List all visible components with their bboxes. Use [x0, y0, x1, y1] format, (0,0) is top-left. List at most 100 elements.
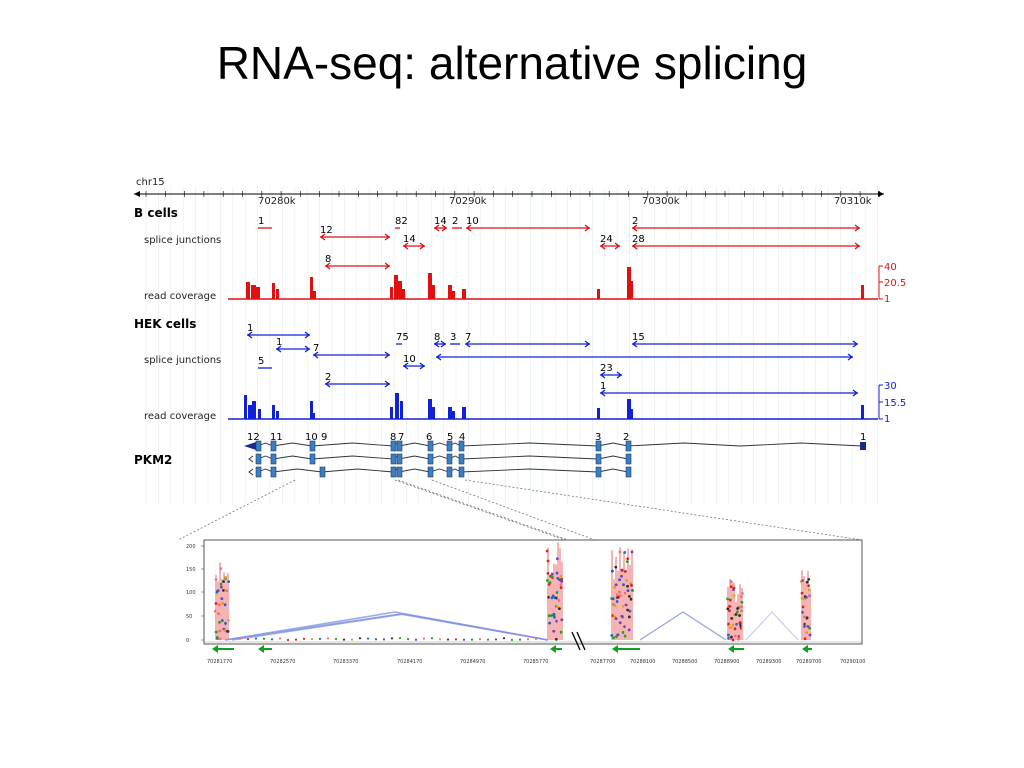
coverage-dot: [623, 625, 626, 629]
arrow-left-icon: [275, 345, 282, 353]
coverage-dot: [406, 638, 410, 641]
hek-cells-junction-count: 7: [313, 343, 319, 354]
coverage-dot: [801, 610, 805, 614]
b-cells-coverage-peak: [390, 287, 393, 299]
hek-cells-junction: 7: [464, 332, 591, 348]
coverage-dot: [734, 613, 738, 616]
coverage-dot: [727, 622, 730, 626]
coverage-dot: [621, 604, 625, 608]
coverage-dot: [220, 585, 223, 589]
hek-cells-junction: 8: [433, 332, 447, 348]
coverage-dot: [556, 557, 559, 561]
exon-block: [427, 440, 434, 452]
background-grid: [145, 186, 878, 505]
coverage-dot: [414, 638, 418, 641]
position-label-3: 70300k: [642, 196, 680, 207]
coverage-dot: [548, 621, 552, 625]
coverage-dot: [736, 607, 740, 610]
arrow-left-icon: [599, 371, 606, 379]
b-cells-junction: 2: [631, 216, 861, 232]
b-cells-coverage-peak: [428, 273, 432, 299]
zoom-y-tick-label: 200: [186, 544, 196, 550]
coverage-dot: [612, 636, 615, 640]
b-cells-coverage-peak: [462, 289, 466, 299]
hek-cells-junctions-label: splice junctions: [144, 355, 221, 366]
hek-cells-junction-count: 1: [276, 337, 282, 348]
hek-cells-coverage-peak: [400, 401, 403, 419]
b-scale-mid: 20.5: [884, 278, 906, 289]
b-cells-coverage-peak: [630, 281, 633, 299]
hek-cells-coverage-peak: [462, 407, 466, 419]
coverage-dot: [518, 638, 522, 641]
coverage-dot: [554, 637, 558, 641]
coverage-dot: [358, 637, 362, 640]
coverage-dot: [616, 633, 620, 637]
b-cells-coverage-peak: [313, 291, 316, 299]
b-cells-scale: 40 20.5 1: [878, 262, 906, 305]
coverage-dot: [807, 594, 811, 598]
coverage-dot: [215, 636, 219, 639]
coverage-dot: [226, 629, 229, 633]
arrow-left-icon: [599, 389, 606, 397]
exon-block: [309, 440, 316, 452]
b-cells-coverage-peak: [310, 277, 313, 299]
b-scale-max: 40: [884, 262, 897, 273]
b-cells-junction: 8: [324, 254, 391, 270]
coverage-dot: [226, 619, 230, 622]
zoom-strand-arrows: [212, 645, 812, 653]
transcript-intron: [257, 442, 863, 447]
arrow-right-icon: [304, 331, 311, 339]
coverage-dot: [546, 559, 550, 563]
coverage-dot: [620, 574, 624, 578]
coverage-dot: [613, 586, 616, 589]
b-cells-junction-count: 14: [434, 216, 447, 227]
coverage-dot: [735, 622, 738, 626]
coverage-dot: [546, 579, 549, 582]
coverage-dot: [374, 638, 378, 641]
hek-cells-coverage-peaks: [244, 393, 864, 419]
coverage-dot: [804, 595, 808, 599]
exon-block: [595, 453, 602, 465]
chromosome-label: chr15: [136, 177, 165, 188]
arrow-right-icon: [854, 242, 861, 250]
coverage-dot: [560, 618, 564, 622]
coverage-dot: [630, 584, 633, 587]
coverage-dot: [729, 580, 733, 583]
hek-cells-junction: 23: [599, 363, 623, 379]
coverage-dot: [550, 572, 554, 576]
coverage-dot: [222, 580, 225, 583]
coverage-dot: [218, 603, 222, 607]
coverage-dot: [547, 614, 551, 618]
coverage-dot: [545, 549, 549, 553]
exon-block: [446, 440, 453, 452]
coverage-dot: [614, 583, 618, 587]
hek-cells-junction-count: 23: [600, 363, 613, 374]
coverage-dot: [555, 591, 559, 594]
strand-arrow-icon: [612, 645, 618, 653]
exon-block: [390, 440, 397, 452]
hek-cells-junction: 1: [275, 337, 311, 353]
coverage-dot: [555, 619, 558, 623]
zoom-x-tick-label: 70287700: [590, 659, 615, 665]
exon-label: 6: [426, 432, 432, 443]
zoom-x-tick-label: 70288900: [714, 659, 739, 665]
coverage-dot: [549, 575, 553, 579]
hek-cells-junction: 3: [450, 332, 460, 345]
hek-cells-coverage-label: read coverage: [144, 411, 216, 422]
hek-scale-min: 1: [884, 414, 890, 425]
coverage-dot: [286, 638, 290, 642]
coverage-dot: [366, 637, 370, 640]
exon-block: [427, 453, 434, 465]
coverage-dot: [624, 569, 627, 573]
coverage-dot: [803, 625, 806, 628]
exon-block: [446, 466, 453, 478]
coverage-dot: [624, 579, 628, 582]
hek-cells-coverage-peak: [244, 395, 247, 419]
hek-cells-coverage-peak: [630, 409, 633, 419]
exon-block: [319, 466, 326, 478]
b-cells-junction: 14: [433, 216, 448, 232]
hek-cells-junction-count: 3: [450, 332, 456, 343]
exon-block: [595, 440, 602, 452]
coverage-dot: [552, 629, 556, 633]
junction-arc: [231, 613, 549, 641]
